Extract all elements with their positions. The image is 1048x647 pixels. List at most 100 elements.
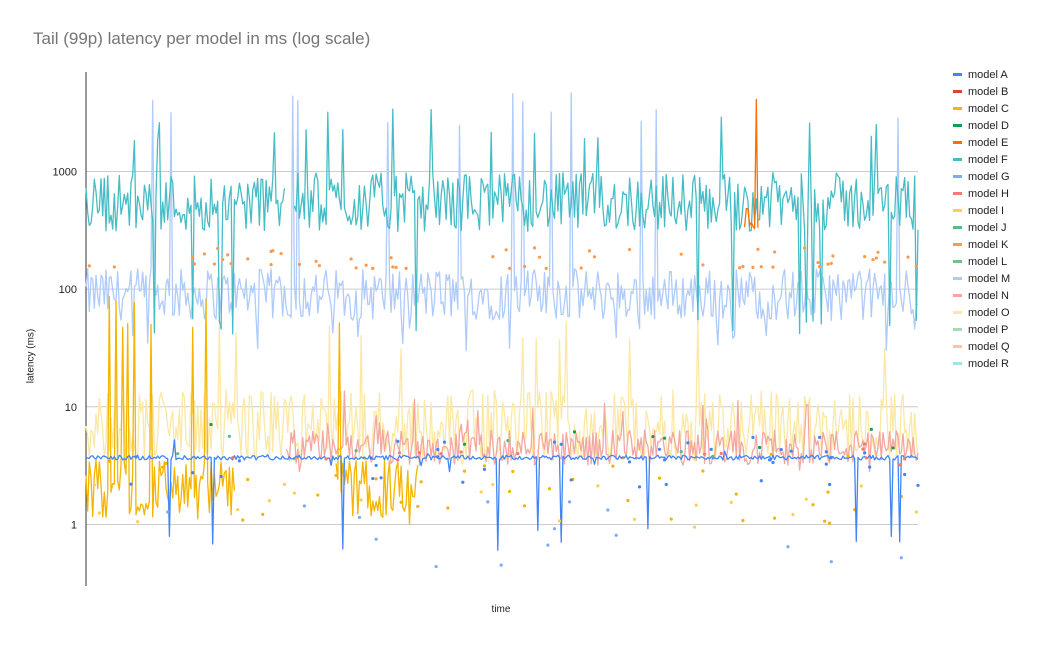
data-point-model-C (316, 493, 320, 497)
data-point-model-A (627, 460, 632, 464)
data-point-model-A (461, 480, 465, 484)
data-point-model-I (267, 499, 272, 503)
data-point-model-D (891, 446, 895, 450)
data-point-model-A (829, 455, 833, 460)
data-point-model-C (734, 492, 738, 496)
legend-item[interactable]: model H (953, 185, 1010, 202)
legend-swatch (953, 328, 962, 331)
legend-item[interactable]: model E (953, 134, 1010, 151)
series-line-model-A (85, 439, 919, 551)
legend-swatch (953, 73, 962, 76)
legend-item[interactable]: model N (953, 287, 1010, 304)
y-tick-label: 10 (65, 402, 77, 414)
data-point-model-K (269, 263, 273, 267)
legend-swatch (953, 345, 962, 348)
data-point-model-K (112, 265, 116, 269)
data-point-model-A (369, 456, 373, 460)
legend-item[interactable]: model G (953, 168, 1010, 185)
data-point-model-K (831, 254, 835, 258)
data-point-model-K (191, 255, 195, 260)
legend-item[interactable]: model P (953, 321, 1010, 338)
data-point-model-K (818, 264, 822, 269)
data-point-model-C (522, 504, 527, 508)
data-point-model-A (396, 439, 400, 443)
data-point-model-C (846, 454, 850, 458)
legend-item[interactable]: model I (953, 202, 1010, 219)
data-point-model-K (354, 266, 358, 270)
data-point-model-K (317, 264, 322, 268)
data-point-model-A (903, 472, 907, 477)
data-point-model-A (789, 449, 793, 453)
data-point-model-K (389, 256, 393, 260)
data-point-model-C (657, 476, 662, 480)
legend-swatch (953, 209, 962, 212)
legend-item[interactable]: model C (953, 100, 1010, 117)
data-point-model-K (212, 262, 216, 266)
data-point-model-G (166, 510, 170, 514)
data-point-model-J (679, 450, 683, 454)
data-point-model-H (324, 457, 328, 461)
series-line-model-N (285, 390, 919, 473)
legend-item[interactable]: model D (953, 117, 1010, 134)
data-point-model-I (136, 520, 140, 524)
legend-item[interactable]: model R (953, 355, 1010, 372)
data-point-model-K (741, 264, 745, 269)
data-point-model-A (129, 482, 133, 486)
legend-label: model F (968, 153, 1008, 166)
data-point-model-G (567, 500, 572, 504)
data-point-model-A (818, 435, 822, 439)
legend-item[interactable]: model O (953, 304, 1010, 321)
data-point-model-K (279, 252, 283, 256)
data-point-model-K (771, 265, 775, 269)
legend-item[interactable]: model J (953, 219, 1010, 236)
data-point-model-C (419, 480, 423, 484)
data-point-model-K (532, 246, 537, 250)
data-point-model-A (379, 476, 383, 480)
legend-item[interactable]: model Q (953, 338, 1010, 355)
data-point-model-G (434, 564, 438, 569)
data-point-model-C (399, 500, 403, 504)
data-point-model-A (759, 479, 763, 483)
data-point-model-J (354, 449, 358, 453)
legend-label: model A (968, 68, 1008, 81)
legend-label: model K (968, 238, 1009, 251)
legend-item[interactable]: model K (953, 236, 1010, 253)
data-point-model-G (786, 545, 790, 549)
data-point-model-C (416, 504, 420, 509)
data-point-model-G (899, 556, 903, 560)
legend-swatch (953, 90, 962, 93)
legend-swatch (953, 243, 962, 246)
data-point-model-K (759, 265, 763, 269)
legend-swatch (953, 226, 962, 229)
data-point-model-H (459, 450, 463, 454)
legend-item[interactable]: model A (953, 66, 1010, 83)
legend-item[interactable]: model B (953, 83, 1010, 100)
legend-item[interactable]: model L (953, 253, 1010, 270)
data-point-model-A (436, 455, 440, 459)
data-point-model-H (861, 447, 865, 451)
legend-item[interactable]: model M (953, 270, 1010, 287)
data-point-model-I (694, 503, 698, 507)
data-point-model-A (771, 460, 775, 465)
data-point-model-I (596, 484, 600, 488)
data-point-model-K (349, 257, 353, 261)
legend-label: model H (968, 187, 1009, 200)
legend-swatch (953, 175, 962, 178)
data-point-model-G (546, 543, 550, 547)
legend-swatch (953, 362, 962, 365)
data-point-model-I (97, 511, 101, 515)
data-point-model-K (544, 266, 548, 270)
data-point-model-K (876, 250, 880, 254)
data-point-model-K (537, 255, 542, 259)
data-point-model-C (511, 469, 515, 474)
data-point-model-I (914, 510, 918, 514)
data-point-model-I (791, 512, 795, 517)
data-point-model-K (579, 266, 583, 270)
data-point-model-K (87, 264, 91, 268)
data-point-model-K (364, 263, 368, 267)
data-point-model-D (209, 422, 213, 427)
data-point-model-H (417, 451, 422, 455)
legend-item[interactable]: model F (953, 151, 1010, 168)
data-point-model-K (394, 265, 398, 269)
data-point-model-G (486, 500, 490, 504)
